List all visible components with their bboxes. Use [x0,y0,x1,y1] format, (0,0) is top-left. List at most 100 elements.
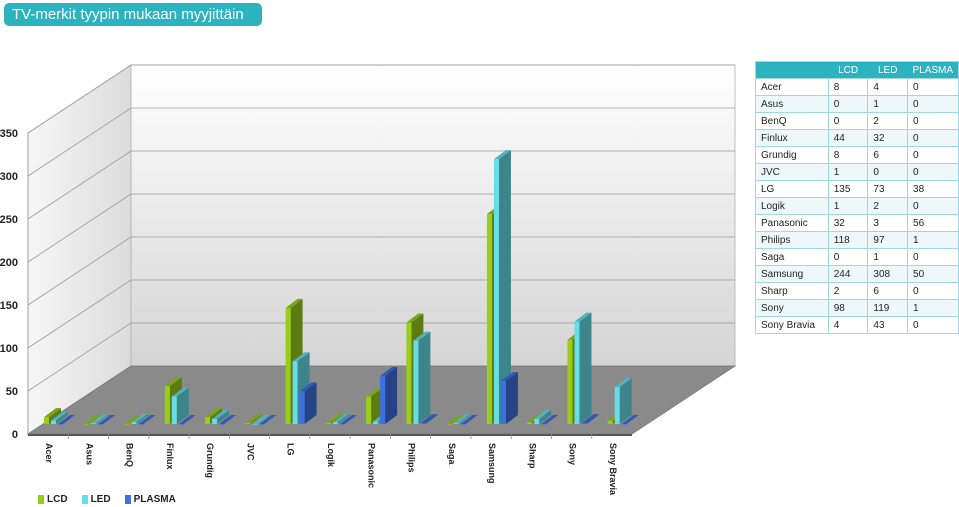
bar-front [406,322,412,424]
bar-side [250,414,263,424]
bar-front [339,424,345,425]
bar-led [252,415,270,425]
bar-led [413,331,431,424]
legend-swatch-led [81,495,88,504]
bar-front [413,340,419,424]
bar-front [493,159,499,424]
bar-top [178,415,196,424]
x-tick-label: Logik [326,443,336,468]
y-tick-label: 150 [0,300,18,312]
bar-side [217,409,230,424]
table-cell-value: 2 [827,282,869,300]
table-cell-value: 1 [867,95,909,113]
x-tick-label: Sony [568,443,578,465]
bar-top [205,408,223,418]
bar-front [164,386,170,424]
bar-side [337,413,350,424]
bar-front [171,396,177,424]
table-cell-value: 0 [907,146,959,164]
bar-front [486,214,492,424]
bar-front [51,420,56,424]
legend-swatch-lcd [38,495,44,504]
bar-top [339,415,357,424]
table-cell-value: 0 [907,316,959,334]
legend: LCD LED PLASMA [38,494,176,505]
bar-side [505,372,518,424]
table-row: Samsung 244 308 50 [755,265,959,283]
table-cell-value: 4 [827,316,869,334]
table-cell-value: 0 [907,95,959,113]
gridline-side [27,150,132,220]
bar-side [96,414,109,424]
bar-top [292,352,310,362]
bar-front [453,423,459,424]
gridline-side [27,236,132,306]
bar-plasma [259,415,277,425]
bar-top [164,377,182,387]
bar-front [58,424,63,425]
bar-side [458,414,471,424]
y-tick-label: 100 [0,343,18,355]
bar-led [332,413,350,424]
table-row: Sharp 2 6 0 [755,282,959,300]
bar-front [380,375,386,424]
bar-top [446,415,464,424]
table-cell-value: 97 [867,231,909,249]
table-cell-value: 50 [907,265,959,283]
bar-front [500,381,506,424]
chart-title: TV-merkit tyypin mukaan myyjittäin [4,3,262,26]
table-cell-value: 43 [867,316,909,334]
bar-front [460,424,466,425]
bar-front [124,424,130,425]
gridline-side [27,107,132,177]
bar-top [98,415,116,424]
x-tick-label: JVC [245,443,255,461]
bar-top [420,414,438,424]
table-cell-brand: Panasonic [755,214,829,232]
table-cell-value: 2 [867,197,909,215]
bar-led [614,378,632,424]
table-cell-value: 1 [867,248,909,266]
bar-front [285,307,291,424]
bar-top [138,415,156,424]
bar-side [176,387,189,424]
bar-side [56,411,68,424]
bar-front [245,423,251,424]
gridline-side [27,193,132,263]
table-row: Sony Bravia 4 43 0 [755,316,959,334]
bar-top [460,415,478,424]
legend-swatch-plasma [124,495,131,504]
x-tick-label: Acer [44,443,54,464]
bar-front [84,424,90,425]
table-cell-brand: Philips [755,231,829,249]
table-cell-brand: Sharp [755,282,829,300]
table-cell-value: 119 [867,299,909,317]
table-cell-value: 0 [827,112,869,130]
bar-top [44,408,61,418]
bar-led [171,387,189,424]
bar-side [619,378,632,424]
bar-led [212,409,230,424]
bar-led [91,414,109,424]
x-tick-label: Grundig [205,443,215,478]
bar-top [453,414,471,424]
table-cell-value: 73 [867,180,909,198]
bar-top [493,150,511,160]
bar-side [304,382,317,424]
table-row: BenQ 0 2 0 [755,112,959,130]
table-cell-value: 0 [907,248,959,266]
bar-front [607,420,613,424]
table-cell-value: 2 [867,112,909,130]
x-tick-label: BenQ [125,443,135,467]
table-cell-brand: Logik [755,197,829,215]
bar-side [385,366,398,424]
table-cell-value: 0 [907,112,959,130]
table-cell-value: 8 [827,146,869,164]
x-tick-label: LG [286,443,296,456]
table-cell-value: 1 [827,197,869,215]
table-cell-value: 4 [867,78,909,96]
bar-front [534,418,540,424]
bar-front [138,424,144,425]
y-tick-label: 0 [12,429,18,441]
table-cell-value: 118 [827,231,869,249]
